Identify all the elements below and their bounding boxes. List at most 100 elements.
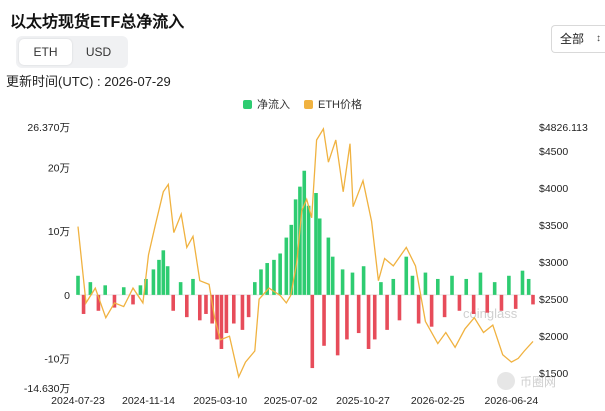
- flow-bar: [151, 269, 156, 295]
- flow-bar: [191, 278, 195, 295]
- flow-bar: [471, 294, 476, 314]
- y-right-tick: $3000: [539, 257, 568, 269]
- flow-bar: [330, 256, 335, 295]
- watermark-logo-icon: [497, 372, 515, 390]
- legend-swatch-price: [304, 99, 313, 109]
- flow-bar: [219, 294, 224, 349]
- flow-bar: [450, 275, 454, 295]
- flow-bar: [429, 294, 434, 327]
- flow-bar: [442, 294, 447, 318]
- flow-bar: [298, 186, 302, 295]
- flow-bar: [197, 294, 202, 321]
- flow-bar: [361, 266, 366, 295]
- flow-bar: [138, 285, 143, 295]
- flow-bar: [259, 269, 263, 295]
- flow-bar: [507, 275, 511, 295]
- flow-bar: [185, 294, 189, 318]
- legend-swatch-inflow: [243, 99, 252, 109]
- y-right-tick: $4500: [539, 146, 568, 158]
- flow-bar: [345, 294, 349, 340]
- flow-bar: [253, 282, 257, 295]
- flow-bar: [224, 294, 229, 334]
- flow-bar: [423, 272, 428, 295]
- flow-bar: [240, 294, 245, 330]
- flow-bar: [96, 294, 101, 311]
- flow-bar: [88, 282, 93, 295]
- flow-bar: [379, 282, 383, 295]
- y-left-tick: 10万: [48, 226, 70, 238]
- x-tick: 2026-06-24: [485, 395, 539, 407]
- flow-bar: [322, 294, 326, 346]
- flow-bar: [165, 266, 170, 295]
- flow-bar: [293, 199, 298, 295]
- y-left-tick: 20万: [48, 163, 70, 175]
- watermark-text: coinglass: [463, 306, 518, 321]
- flow-bar: [435, 278, 440, 295]
- flow-bar: [272, 259, 276, 295]
- updated-time: 更新时间(UTC) : 2026-07-29: [6, 74, 171, 89]
- flow-bar: [416, 294, 421, 324]
- flow-bar: [478, 272, 483, 295]
- flow-bar: [121, 287, 126, 295]
- legend-item-price[interactable]: ETH价格: [304, 96, 362, 112]
- range-select[interactable]: 全部 ↕: [551, 25, 605, 53]
- currency-toggle: ETH USD: [16, 36, 128, 68]
- flow-bar: [161, 250, 166, 295]
- tab-usd[interactable]: USD: [85, 45, 112, 59]
- legend-item-inflow[interactable]: 净流入: [243, 96, 290, 112]
- flow-bar: [246, 294, 251, 318]
- x-tick: 2025-10-27: [336, 395, 390, 407]
- y-right-tick: $4000: [539, 183, 568, 195]
- x-tick: 2024-11-14: [122, 395, 175, 407]
- flow-bar: [499, 294, 504, 311]
- flow-bar: [210, 294, 214, 324]
- flow-bar: [81, 294, 86, 314]
- legend-label-price: ETH价格: [318, 99, 362, 111]
- y-right-tick: $2500: [539, 294, 568, 306]
- flow-bar: [526, 278, 531, 295]
- y-right-tick: $3500: [539, 220, 568, 232]
- flow-bar: [144, 278, 148, 295]
- x-tick: 2024-07-23: [51, 395, 105, 407]
- flow-bar: [397, 294, 402, 321]
- flow-bar: [531, 294, 535, 305]
- flow-bar: [231, 294, 236, 324]
- flow-bar: [178, 282, 183, 295]
- flow-bar: [76, 275, 80, 295]
- y-right-tick: $2000: [539, 331, 568, 343]
- page-title: 以太坊现货ETF总净流入: [10, 14, 185, 31]
- flow-bar: [112, 294, 117, 308]
- flow-bar: [306, 205, 311, 295]
- y-right-tick: $4826.113: [539, 122, 588, 134]
- price-line: [77, 127, 534, 379]
- flow-bar: [103, 285, 108, 295]
- flow-bar: [171, 294, 176, 311]
- chevron-updown-icon: ↕: [596, 33, 601, 44]
- flow-bar: [289, 224, 294, 295]
- flow-bar: [302, 170, 307, 295]
- flow-bar: [314, 193, 318, 295]
- flow-bar: [513, 294, 518, 309]
- tab-eth[interactable]: ETH: [19, 39, 72, 65]
- x-tick: 2025-07-02: [264, 395, 318, 407]
- flow-bar: [317, 218, 322, 295]
- chart-legend: 净流入 ETH价格: [0, 96, 605, 112]
- flow-bar: [278, 253, 282, 295]
- flow-bar: [284, 237, 289, 295]
- y-left-tick: -10万: [44, 354, 70, 366]
- flow-bar: [356, 294, 361, 334]
- x-tick: 2026-02-25: [411, 395, 465, 407]
- flow-bar: [326, 237, 331, 295]
- y-right-tick: $1500: [539, 368, 568, 380]
- flow-bar: [404, 256, 409, 295]
- flow-bar: [310, 294, 315, 369]
- y-left-tick: -14.630万: [24, 383, 70, 395]
- flow-bar: [385, 294, 389, 330]
- flow-bar: [335, 294, 340, 356]
- flow-bar: [372, 294, 377, 340]
- flow-bar: [204, 294, 208, 314]
- flow-bar: [366, 294, 371, 349]
- flow-bar: [340, 269, 345, 295]
- range-select-value: 全部: [560, 32, 585, 46]
